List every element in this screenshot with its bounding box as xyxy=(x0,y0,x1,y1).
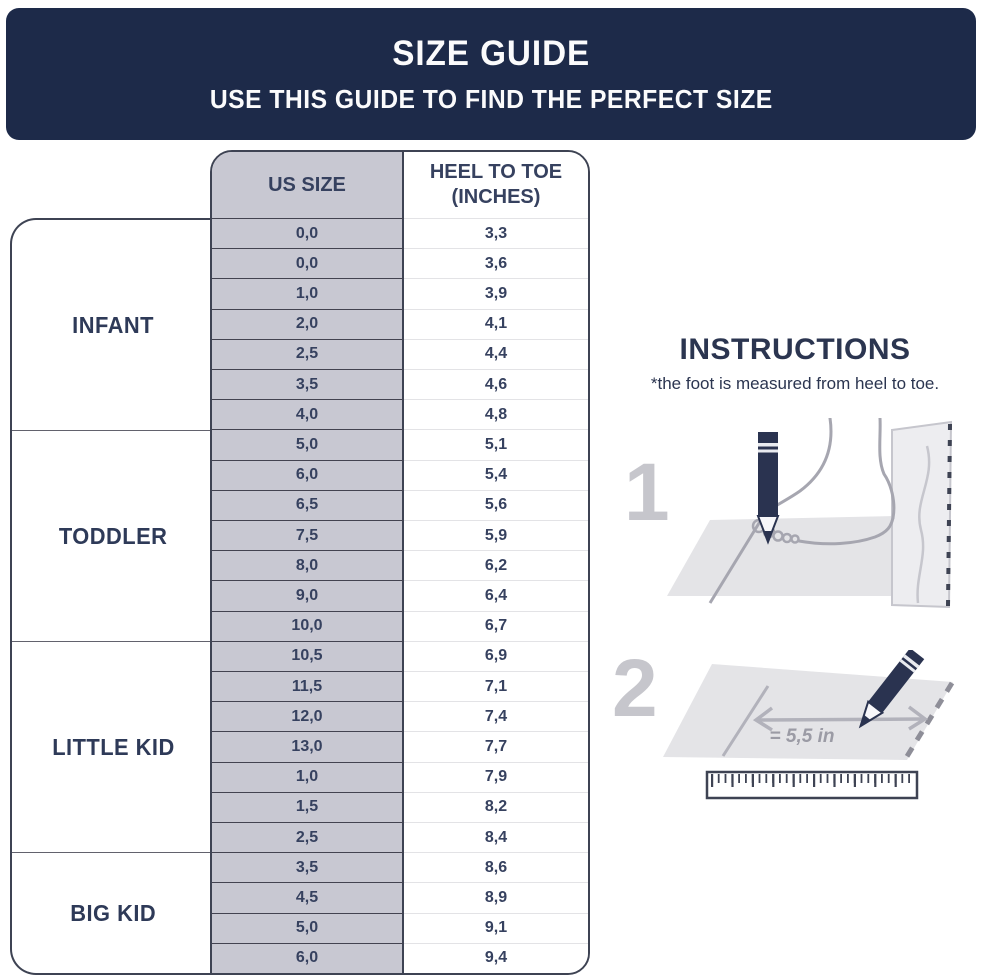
inches-cell: 6,9 xyxy=(404,640,588,671)
wall-panel xyxy=(891,420,953,609)
us-size-cell: 4,5 xyxy=(212,882,404,913)
instructions-title: INSTRUCTIONS xyxy=(679,333,911,366)
inches-cell: 9,1 xyxy=(404,912,588,943)
inches-cell: 4,6 xyxy=(404,369,588,400)
column-header-us-size: US SIZE xyxy=(212,152,404,218)
us-size-cell: 5,0 xyxy=(212,912,404,943)
column-header-line1: HEEL TO TOE xyxy=(429,161,563,183)
inches-cell: 5,6 xyxy=(404,489,588,520)
category-box: INFANT TODDLER LITTLE KID BIG KID xyxy=(10,218,214,975)
us-size-cell: 6,0 xyxy=(212,942,404,973)
us-size-cell: 11,5 xyxy=(212,671,404,702)
us-size-cell: 2,5 xyxy=(212,822,404,853)
us-size-cell: 3,5 xyxy=(212,852,404,883)
wall-curve xyxy=(916,445,931,604)
category-label: LITTLE KID xyxy=(51,733,175,760)
inches-cell: 7,7 xyxy=(404,731,588,762)
us-size-cell: 1,0 xyxy=(212,278,404,309)
step-2-illustration xyxy=(663,650,955,800)
inches-cell: 6,7 xyxy=(404,610,588,641)
category-label: INFANT xyxy=(72,311,154,338)
foot-outline-sole xyxy=(797,516,895,546)
inches-cell: 8,9 xyxy=(404,882,588,913)
us-size-cell: 2,0 xyxy=(212,308,404,339)
column-header-line2: (INCHES) xyxy=(451,186,541,208)
inches-cell: 6,4 xyxy=(404,580,588,611)
inches-cell: 7,1 xyxy=(404,671,588,702)
inches-cell: 8,4 xyxy=(404,822,588,853)
instructions-header: INSTRUCTIONS *the foot is measured from … xyxy=(612,333,978,394)
page-title: SIZE GUIDE xyxy=(392,33,590,73)
pencil-icon xyxy=(756,432,780,545)
inches-cell: 5,1 xyxy=(404,429,588,460)
inches-cell: 3,9 xyxy=(404,278,588,309)
inches-cell: 3,6 xyxy=(404,248,588,279)
foot-outline-heel xyxy=(878,418,896,520)
category-infant: INFANT xyxy=(12,220,214,430)
inches-cell: 5,4 xyxy=(404,459,588,490)
measurement-label: = 5,5 in xyxy=(769,726,835,747)
us-size-cell: 12,0 xyxy=(212,701,404,732)
us-size-cell: 6,5 xyxy=(212,489,404,520)
dashed-edge xyxy=(903,681,955,760)
step-2-number: 2 xyxy=(612,643,658,734)
us-size-cell: 9,0 xyxy=(212,580,404,611)
inches-cell: 8,6 xyxy=(404,852,588,883)
measure-arrow xyxy=(757,717,924,722)
inches-cell: 7,9 xyxy=(404,761,588,792)
traced-line xyxy=(721,685,770,757)
category-little-kid: LITTLE KID xyxy=(12,641,214,852)
inches-cell: 9,4 xyxy=(404,942,588,973)
inches-cell: 4,1 xyxy=(404,308,588,339)
us-size-cell: 10,0 xyxy=(212,610,404,641)
step-1-illustration xyxy=(667,418,953,609)
category-label: TODDLER xyxy=(58,522,168,549)
us-size-cell: 8,0 xyxy=(212,550,404,581)
us-size-cell: 1,0 xyxy=(212,761,404,792)
inches-cell: 4,4 xyxy=(404,338,588,369)
inches-cell: 8,2 xyxy=(404,791,588,822)
arrowhead-left xyxy=(752,706,774,732)
category-label: BIG KID xyxy=(70,899,156,926)
toe xyxy=(790,534,800,544)
us-size-cell: 10,5 xyxy=(212,640,404,671)
us-size-cell: 6,0 xyxy=(212,459,404,490)
ruler-icon xyxy=(705,770,919,800)
page-subtitle: USE THIS GUIDE TO FIND THE PERFECT SIZE xyxy=(209,83,773,114)
inches-cell: 3,3 xyxy=(404,218,588,249)
us-size-cell: 7,5 xyxy=(212,520,404,551)
us-size-cell: 0,0 xyxy=(212,218,404,249)
pencil-icon xyxy=(858,650,925,729)
us-size-cell: 4,0 xyxy=(212,399,404,430)
inches-cell: 4,8 xyxy=(404,399,588,430)
size-table: US SIZE HEEL TO TOE (INCHES) 0,0 3,3 0,0… xyxy=(210,150,590,975)
us-size-cell: 5,0 xyxy=(212,429,404,460)
step-1-number: 1 xyxy=(624,447,670,538)
inches-cell: 6,2 xyxy=(404,550,588,581)
instructions-note: *the foot is measured from heel to toe. xyxy=(650,374,940,393)
us-size-cell: 3,5 xyxy=(212,369,404,400)
paper-sheet xyxy=(667,515,940,596)
inches-cell: 7,4 xyxy=(404,701,588,732)
header-banner: SIZE GUIDE USE THIS GUIDE TO FIND THE PE… xyxy=(6,8,976,140)
arrowhead-right xyxy=(907,705,929,731)
category-toddler: TODDLER xyxy=(12,430,214,641)
us-size-cell: 13,0 xyxy=(212,731,404,762)
us-size-cell: 2,5 xyxy=(212,338,404,369)
us-size-cell: 1,5 xyxy=(212,791,404,822)
inches-cell: 5,9 xyxy=(404,520,588,551)
category-big-kid: BIG KID xyxy=(12,852,214,973)
column-header-heel-to-toe: HEEL TO TOE (INCHES) xyxy=(404,152,588,218)
us-size-cell: 0,0 xyxy=(212,248,404,279)
